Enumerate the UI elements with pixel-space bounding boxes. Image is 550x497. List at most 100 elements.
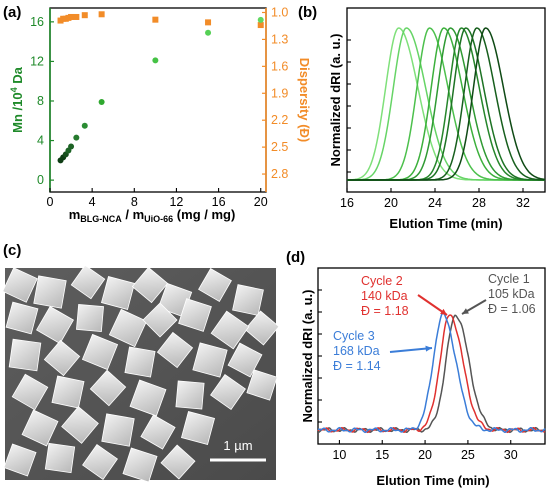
- panel-d-x-axis-label: Elution Time (min): [376, 473, 489, 488]
- mn-point: [68, 143, 75, 150]
- cycle-1-annotation: Cycle 1 105 kDa Đ = 1.06: [488, 272, 536, 316]
- panel-d-curves: [317, 311, 546, 434]
- mof-crystal: [156, 331, 194, 369]
- mof-crystal: [210, 310, 250, 350]
- panel-b-y-axis-label: Normalized dRI (a. u.): [328, 34, 343, 167]
- annotation-arrow-shaft: [389, 347, 433, 353]
- mof-crystal: [101, 413, 135, 447]
- panel-a-frame: [49, 7, 267, 193]
- mof-crystal: [180, 410, 216, 446]
- mof-crystal: [2, 267, 38, 303]
- x-tick-label: 20: [384, 196, 398, 210]
- dispersity-point: [205, 19, 212, 26]
- mof-crystal: [198, 268, 232, 302]
- panel-a-label: (a): [3, 4, 21, 21]
- elution-curve: [347, 27, 546, 181]
- x-tick-label: 16: [340, 196, 354, 210]
- mof-crystal: [11, 373, 49, 411]
- panel-d-ticks: 10 15 20 25 30: [318, 289, 518, 462]
- annotation-arrow-head: [462, 308, 469, 314]
- x-tick-label: 28: [472, 196, 486, 210]
- x-tick-label: 32: [516, 196, 530, 210]
- scale-bar-label: 1 µm: [223, 438, 252, 453]
- dispersity-point: [68, 13, 75, 20]
- panel-b-x-axis-label: Elution Time (min): [389, 216, 502, 231]
- x-tick-label: 12: [169, 195, 183, 209]
- mof-crystal: [51, 375, 85, 409]
- x-tick-label: 30: [504, 448, 518, 462]
- mof-crystal: [33, 275, 67, 309]
- panel-b-chart: (b) 16 20 24 28 32 Normalized dRI (a. u.) El…: [298, 4, 546, 231]
- mof-crystal: [210, 374, 246, 410]
- mof-crystal: [122, 447, 158, 483]
- mof-crystal: [82, 444, 118, 480]
- panel-a-chart: (a) 0 4 8 12 16 20 0 4 8 12 16 1.0 1.3 1.6 1.9 2.2 2.5 2.…: [3, 4, 312, 224]
- elution-curve: [347, 27, 545, 181]
- x-tick-label: 0: [47, 195, 54, 209]
- mn-point: [152, 57, 159, 64]
- cycle-3-name: Cycle 3: [333, 329, 375, 343]
- panel-a-axes: [49, 7, 267, 193]
- panel-d-chart: (d) 10 15 20 25 30 Normalized dRI (a. u.) El…: [286, 249, 546, 488]
- mof-crystal: [3, 443, 37, 477]
- elution-curve: [347, 27, 545, 181]
- cycle-1-dispersity: Đ = 1.06: [488, 302, 536, 316]
- cycle-2-mw: 140 kDa: [361, 289, 408, 303]
- panel-b-curves: [347, 27, 546, 181]
- y-tick-label-right: 2.5: [271, 140, 288, 154]
- mof-crystal: [246, 369, 278, 401]
- mof-crystal: [232, 284, 264, 316]
- mof-crystal: [100, 275, 136, 311]
- mof-crystal: [178, 298, 212, 332]
- elution-curve: [347, 27, 545, 181]
- gpc-curve: [317, 311, 546, 434]
- mof-crystal: [81, 333, 119, 371]
- mof-crystal: [108, 308, 148, 348]
- y-tick-label-right: 1.0: [271, 5, 288, 19]
- y-tick-label-right: 2.8: [271, 167, 288, 181]
- panel-c-label: (c): [3, 242, 21, 259]
- panel-b-frame: [346, 7, 546, 193]
- mof-crystal: [129, 379, 167, 417]
- elution-curve: [347, 27, 545, 181]
- dispersity-point: [81, 12, 88, 19]
- x-tick-label: 15: [375, 448, 389, 462]
- mof-crystal: [89, 369, 127, 407]
- panel-a-x-axis-label: mBLG-NCA / mUiO-66 (mg / mg): [69, 207, 236, 224]
- y-tick-label-right: 1.6: [271, 59, 288, 73]
- dispersity-point: [257, 22, 264, 29]
- cycle-2-name: Cycle 2: [361, 274, 403, 288]
- mof-crystal: [21, 409, 59, 447]
- y-tick-label-left: 8: [37, 94, 44, 108]
- y-tick-label-left: 0: [37, 173, 44, 187]
- mof-crystal: [43, 339, 81, 377]
- mof-crystal: [70, 264, 106, 300]
- elution-curve: [347, 27, 545, 181]
- dispersity-point: [73, 13, 80, 20]
- panel-a-points: [57, 11, 264, 164]
- panel-a-ticks: 0 4 8 12 16 20 0 4 8 12 16 1.0 1.3 1.6 1.9 2.2 2.5 2.8: [30, 5, 288, 209]
- cycle-3-mw: 168 kDa: [333, 344, 380, 358]
- y-tick-label-right: 1.9: [271, 86, 288, 100]
- x-tick-label: 8: [131, 195, 138, 209]
- elution-curve: [347, 27, 545, 181]
- sem-cubes: [2, 264, 280, 483]
- y-tick-label-right: 2.2: [271, 113, 288, 127]
- panel-d-y-axis-label: Normalized dRI (a. u.): [300, 290, 315, 423]
- mof-crystal: [244, 310, 280, 346]
- panel-b-axes: [346, 7, 546, 193]
- mof-crystal: [8, 338, 42, 372]
- mof-crystal: [124, 346, 156, 378]
- x-tick-label: 10: [332, 448, 346, 462]
- cycle-2-annotation: Cycle 2 140 kDa Đ = 1.18: [361, 274, 409, 318]
- mof-crystal: [142, 302, 178, 338]
- y-tick-label-right: 1.3: [271, 32, 288, 46]
- x-tick-label: 20: [254, 195, 268, 209]
- cycle-3-annotation: Cycle 3 168 kDa Đ = 1.14: [333, 329, 381, 373]
- mof-crystal: [76, 304, 104, 332]
- mof-crystal: [131, 266, 169, 304]
- mn-point: [257, 16, 264, 23]
- mof-crystal: [140, 414, 176, 450]
- x-tick-label: 16: [212, 195, 226, 209]
